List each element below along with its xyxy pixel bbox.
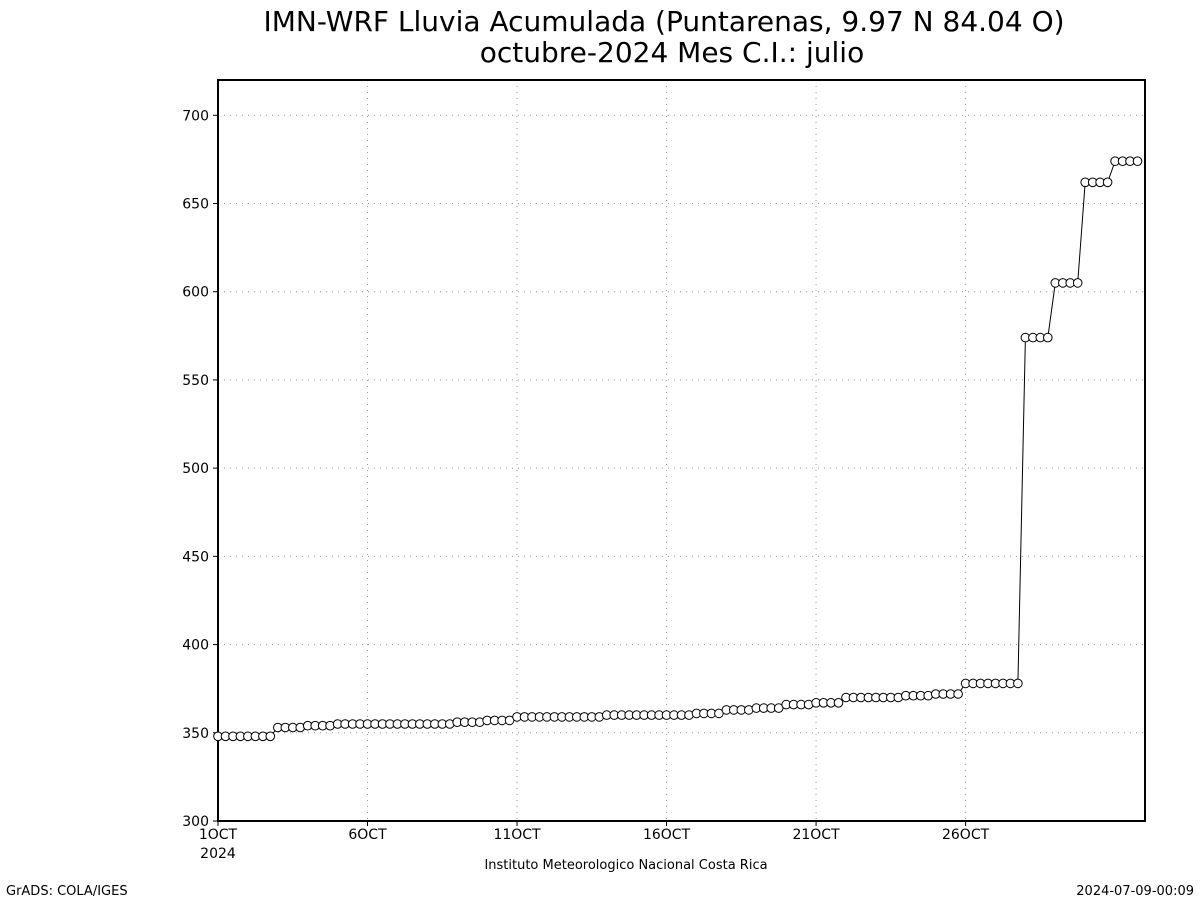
data-point xyxy=(1102,177,1113,188)
series-layer xyxy=(213,156,1143,742)
grid-lines xyxy=(218,80,1145,821)
grads-credit: GrADS: COLA/IGES xyxy=(6,884,128,899)
y-tick-label: 400 xyxy=(182,638,209,654)
data-point xyxy=(1013,678,1023,689)
data-point xyxy=(265,731,276,742)
data-point xyxy=(1072,278,1083,288)
chart-title: IMN-WRF Lluvia Acumulada (Puntarenas, 9.… xyxy=(263,5,1064,38)
x-axis: 1OCT 2024 6OCT 11OCT 16OCT 21OCT 26OCT xyxy=(199,821,990,862)
x-tick-label: 6OCT xyxy=(348,827,387,843)
x-tick-sublabel: 2024 xyxy=(200,846,236,862)
y-tick-label: 350 xyxy=(182,726,209,742)
x-tick-label: 26OCT xyxy=(942,827,990,843)
y-axis: 300 350 400 450 500 550 600 650 700 xyxy=(182,108,218,830)
data-point xyxy=(1132,156,1143,166)
y-tick-label: 500 xyxy=(182,461,209,477)
institution-label: Instituto Meteorologico Nacional Costa R… xyxy=(484,858,767,873)
data-point xyxy=(953,689,963,699)
data-point xyxy=(833,698,844,708)
plot-frame xyxy=(217,79,1146,822)
y-tick-label: 600 xyxy=(182,285,209,301)
y-tick-label: 550 xyxy=(182,373,209,389)
y-tick-label: 700 xyxy=(182,108,209,124)
x-tick-label: 1OCT xyxy=(199,827,238,843)
series-line xyxy=(218,160,1138,737)
y-tick-label: 450 xyxy=(182,549,209,565)
x-tick-label: 11OCT xyxy=(493,827,541,843)
x-tick-label: 21OCT xyxy=(792,827,840,843)
data-point xyxy=(1043,332,1053,343)
y-tick-label: 650 xyxy=(182,197,209,213)
x-tick-label: 16OCT xyxy=(643,827,691,843)
timestamp: 2024-07-09-00:09 xyxy=(1076,884,1194,899)
chart-subtitle: octubre-2024 Mes C.I.: julio xyxy=(480,36,864,69)
y-tick-label: 300 xyxy=(182,814,209,830)
